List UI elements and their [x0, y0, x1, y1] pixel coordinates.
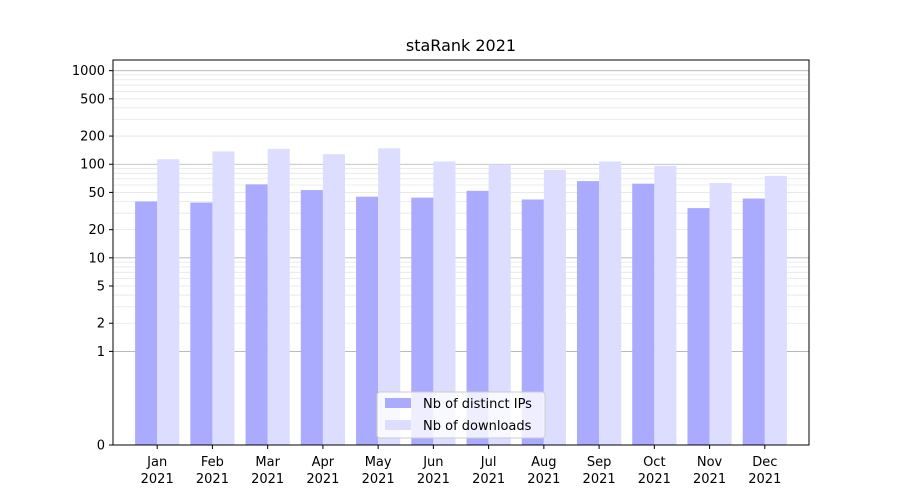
- bar-distinct-ips: [245, 184, 268, 445]
- bar-downloads: [709, 183, 732, 446]
- y-tick-label: 200: [80, 130, 105, 145]
- bar-downloads: [212, 151, 235, 446]
- bar-distinct-ips: [300, 190, 323, 445]
- y-tick-label: 20: [88, 223, 105, 238]
- bar-downloads: [433, 161, 456, 445]
- x-tick-label: Sep 2021: [583, 455, 616, 487]
- legend-swatch-downloads: [385, 420, 411, 430]
- x-tick-label: Aug 2021: [527, 455, 560, 487]
- legend-box: [376, 391, 546, 439]
- bar-downloads: [488, 164, 511, 445]
- y-tick-label: 100: [80, 158, 105, 173]
- x-axis: Jan 2021 Feb 2021 Mar 2021 Apr 2021 May 2021 Jun 20…: [141, 445, 781, 487]
- y-tick-label: 1000: [72, 64, 105, 79]
- bar-distinct-ips: [135, 201, 158, 445]
- legend-label-downloads: Nb of downloads: [423, 419, 532, 434]
- legend: Nb of distinct IPs Nb of downloads: [376, 391, 546, 439]
- bar-distinct-ips: [411, 197, 434, 445]
- bar-distinct-ips: [742, 198, 765, 445]
- y-tick-label: 1: [97, 345, 105, 360]
- y-tick-label: 50: [88, 186, 105, 201]
- bar-distinct-ips: [190, 202, 213, 445]
- legend-swatch-distinct-ips: [385, 398, 411, 408]
- bars: [135, 148, 787, 446]
- bar-distinct-ips: [577, 181, 600, 445]
- plot-frame: [112, 59, 810, 446]
- x-tick-label: Jul 2021: [472, 455, 505, 487]
- x-tick-label: Jan 2021: [141, 455, 174, 487]
- y-axis: 0 1 2 5 10 20 50 100 200 500 1000: [72, 64, 113, 454]
- bar-downloads: [764, 175, 787, 445]
- bar-downloads: [543, 169, 566, 445]
- y-tick-label: 500: [80, 92, 105, 107]
- x-tick-label: Nov 2021: [693, 455, 726, 487]
- y-tick-label: 5: [97, 280, 105, 295]
- chart-title: staRank 2021: [406, 36, 516, 55]
- x-tick-label: Dec 2021: [748, 455, 781, 487]
- bar-downloads: [654, 165, 677, 445]
- bar-downloads: [157, 159, 180, 446]
- y-tick-label: 10: [88, 251, 105, 266]
- x-tick-label: Jun 2021: [417, 455, 450, 487]
- y-tick-label: 2: [97, 317, 105, 332]
- bar-downloads: [322, 154, 345, 446]
- bar-downloads: [378, 148, 401, 446]
- x-tick-label: Oct 2021: [638, 455, 671, 487]
- bar-distinct-ips: [687, 208, 710, 445]
- bar-downloads: [599, 161, 622, 445]
- legend-label-distinct-ips: Nb of distinct IPs: [423, 397, 532, 412]
- bar-distinct-ips: [466, 190, 489, 445]
- bar-distinct-ips: [632, 183, 655, 445]
- x-tick-label: Feb 2021: [196, 455, 229, 487]
- y-tick-label: 0: [97, 439, 105, 454]
- bar-downloads: [267, 148, 290, 445]
- x-tick-label: Apr 2021: [306, 455, 339, 487]
- x-tick-label: May 2021: [362, 455, 395, 487]
- bar-distinct-ips: [521, 199, 544, 445]
- bar-distinct-ips: [356, 196, 379, 445]
- x-tick-label: Mar 2021: [251, 455, 284, 487]
